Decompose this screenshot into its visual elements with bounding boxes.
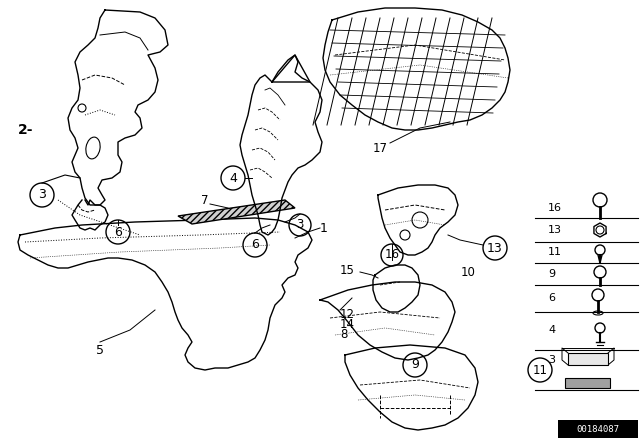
Text: 00184087: 00184087 bbox=[577, 425, 620, 434]
Text: 12: 12 bbox=[340, 309, 355, 322]
Text: 2-: 2- bbox=[18, 123, 33, 137]
Text: 14: 14 bbox=[340, 319, 355, 332]
Polygon shape bbox=[178, 200, 295, 224]
Text: 1: 1 bbox=[320, 221, 328, 234]
Text: 8: 8 bbox=[340, 328, 348, 341]
Text: 6: 6 bbox=[548, 293, 555, 303]
Text: 15: 15 bbox=[340, 263, 355, 276]
Text: 11: 11 bbox=[548, 247, 562, 257]
Text: 17: 17 bbox=[372, 142, 387, 155]
Text: 5: 5 bbox=[96, 344, 104, 357]
Text: 16: 16 bbox=[548, 203, 562, 213]
Text: 9: 9 bbox=[548, 269, 555, 279]
Text: 3: 3 bbox=[548, 355, 555, 365]
Text: 6: 6 bbox=[114, 225, 122, 238]
Text: 3: 3 bbox=[296, 219, 304, 232]
Text: 11: 11 bbox=[532, 363, 547, 376]
Text: 10: 10 bbox=[461, 266, 476, 279]
Text: 13: 13 bbox=[487, 241, 503, 254]
Text: 9: 9 bbox=[411, 358, 419, 371]
Text: 6: 6 bbox=[251, 238, 259, 251]
Text: 4: 4 bbox=[229, 172, 237, 185]
FancyBboxPatch shape bbox=[565, 378, 610, 388]
FancyBboxPatch shape bbox=[568, 353, 608, 365]
Text: 3: 3 bbox=[38, 189, 46, 202]
Text: 7: 7 bbox=[201, 194, 209, 207]
Text: 4: 4 bbox=[548, 325, 555, 335]
FancyBboxPatch shape bbox=[558, 420, 638, 438]
Text: 13: 13 bbox=[548, 225, 562, 235]
Text: 16: 16 bbox=[385, 249, 399, 262]
